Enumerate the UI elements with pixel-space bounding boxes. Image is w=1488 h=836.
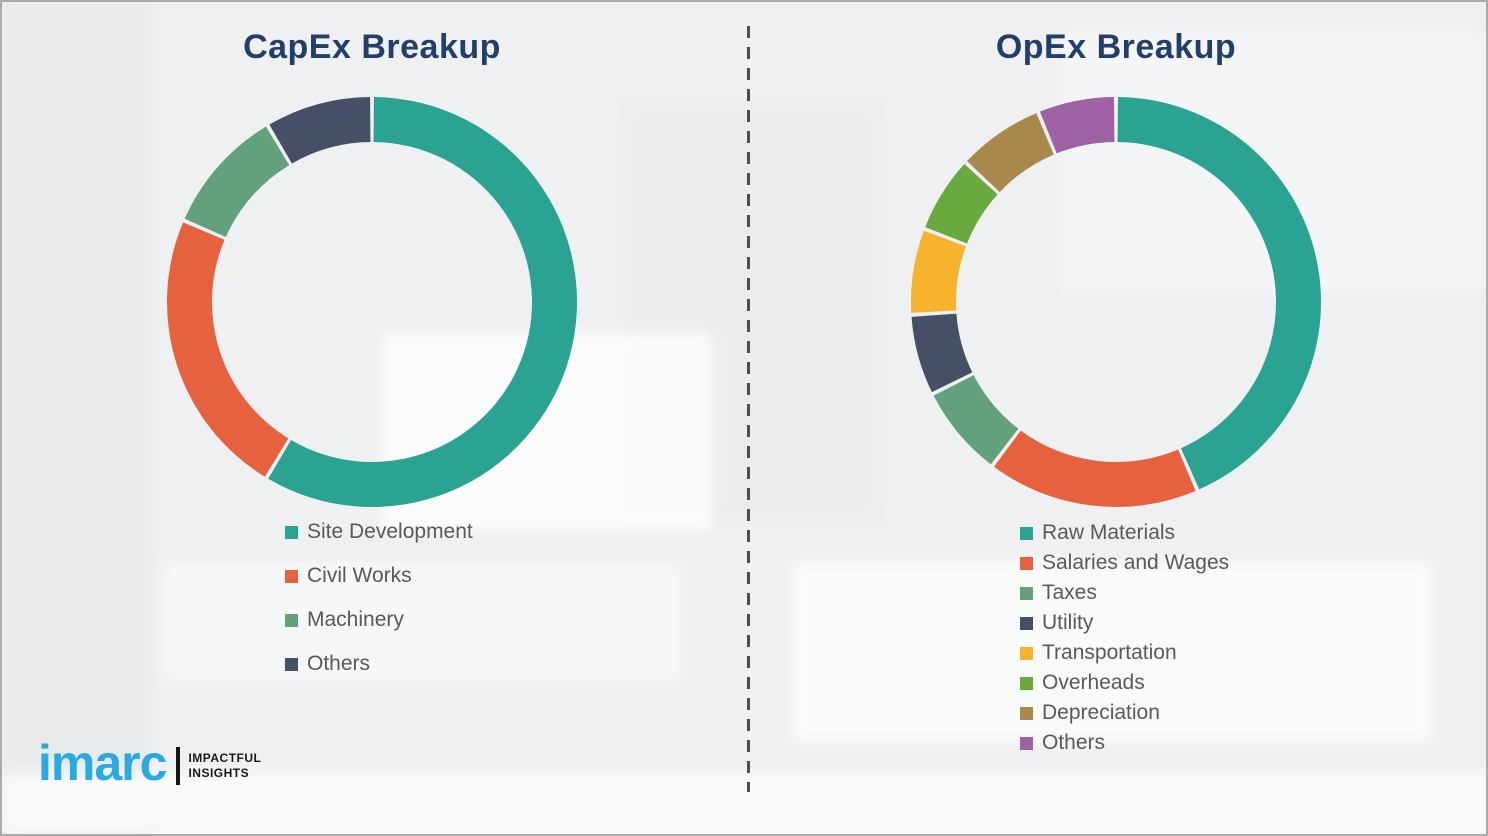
legend-swatch-icon [285, 657, 298, 671]
opex-segment-salaries-and-wages [993, 430, 1196, 507]
opex-segment-overheads [925, 164, 998, 244]
legend-item: Others [285, 642, 473, 686]
opex-segment-raw-materials [1117, 97, 1321, 490]
imarc-logo: imarc IMPACTFUL INSIGHTS [38, 738, 261, 788]
legend-item: Transportation [1020, 638, 1229, 668]
tagline-line-2: INSIGHTS [188, 766, 250, 780]
legend-label: Site Development [307, 520, 473, 543]
imarc-logo-wordmark: imarc [38, 735, 167, 791]
capex-donut-chart [167, 97, 577, 507]
legend-item: Machinery [285, 598, 473, 642]
legend-swatch-icon [285, 569, 298, 583]
capex-segment-machinery [184, 126, 290, 238]
legend-label: Others [1042, 731, 1106, 754]
opex-segment-depreciation [967, 113, 1054, 193]
legend-label: Machinery [307, 608, 404, 631]
logo-divider-bar [176, 747, 181, 785]
tagline-line-1: IMPACTFUL [188, 751, 262, 765]
capex-legend: Site Development Civil Works Machinery Othe… [285, 510, 473, 686]
opex-segment-utility [911, 313, 973, 393]
legend-swatch-icon [1020, 526, 1033, 540]
legend-label: Civil Works [307, 564, 412, 587]
legend-label: Others [307, 652, 371, 675]
opex-donut-chart [911, 97, 1321, 507]
legend-label: Transportation [1042, 641, 1177, 664]
legend-label: Utility [1042, 611, 1094, 634]
legend-item: Others [1020, 728, 1229, 758]
legend-item: Raw Materials [1020, 518, 1229, 548]
legend-swatch-icon [1020, 556, 1033, 570]
legend-swatch-icon [1020, 586, 1033, 600]
opex-legend: Raw Materials Salaries and Wages Taxes Util… [1020, 518, 1229, 758]
legend-swatch-icon [1020, 736, 1033, 750]
opex-segment-taxes [933, 375, 1019, 465]
legend-label: Overheads [1042, 671, 1145, 694]
legend-label: Depreciation [1042, 701, 1160, 724]
legend-item: Taxes [1020, 578, 1229, 608]
legend-item: Salaries and Wages [1020, 548, 1229, 578]
opex-chart-title: OpEx Breakup [995, 28, 1237, 66]
capex-segment-site-development [268, 97, 577, 507]
background-watermark [2, 2, 152, 834]
legend-label: Taxes [1042, 581, 1097, 604]
legend-swatch-icon [285, 613, 298, 627]
capex-segment-civil-works [167, 222, 289, 477]
imarc-logo-tagline: IMPACTFUL INSIGHTS [188, 751, 261, 781]
legend-swatch-icon [1020, 706, 1033, 720]
legend-swatch-icon [285, 525, 298, 539]
legend-label: Raw Materials [1042, 521, 1176, 544]
background-watermark [622, 102, 882, 522]
vertical-dashed-divider [747, 26, 750, 792]
legend-item: Site Development [285, 510, 473, 554]
legend-swatch-icon [1020, 616, 1033, 630]
capex-segment-others [269, 97, 371, 164]
legend-item: Overheads [1020, 668, 1229, 698]
legend-label: Salaries and Wages [1042, 551, 1230, 574]
opex-segment-others [1039, 97, 1115, 154]
legend-item: Civil Works [285, 554, 473, 598]
legend-swatch-icon [1020, 646, 1033, 660]
opex-segment-transportation [911, 230, 966, 313]
capex-chart-title: CapEx Breakup [243, 28, 501, 66]
legend-item: Utility [1020, 608, 1229, 638]
legend-item: Depreciation [1020, 698, 1229, 728]
legend-swatch-icon [1020, 676, 1033, 690]
